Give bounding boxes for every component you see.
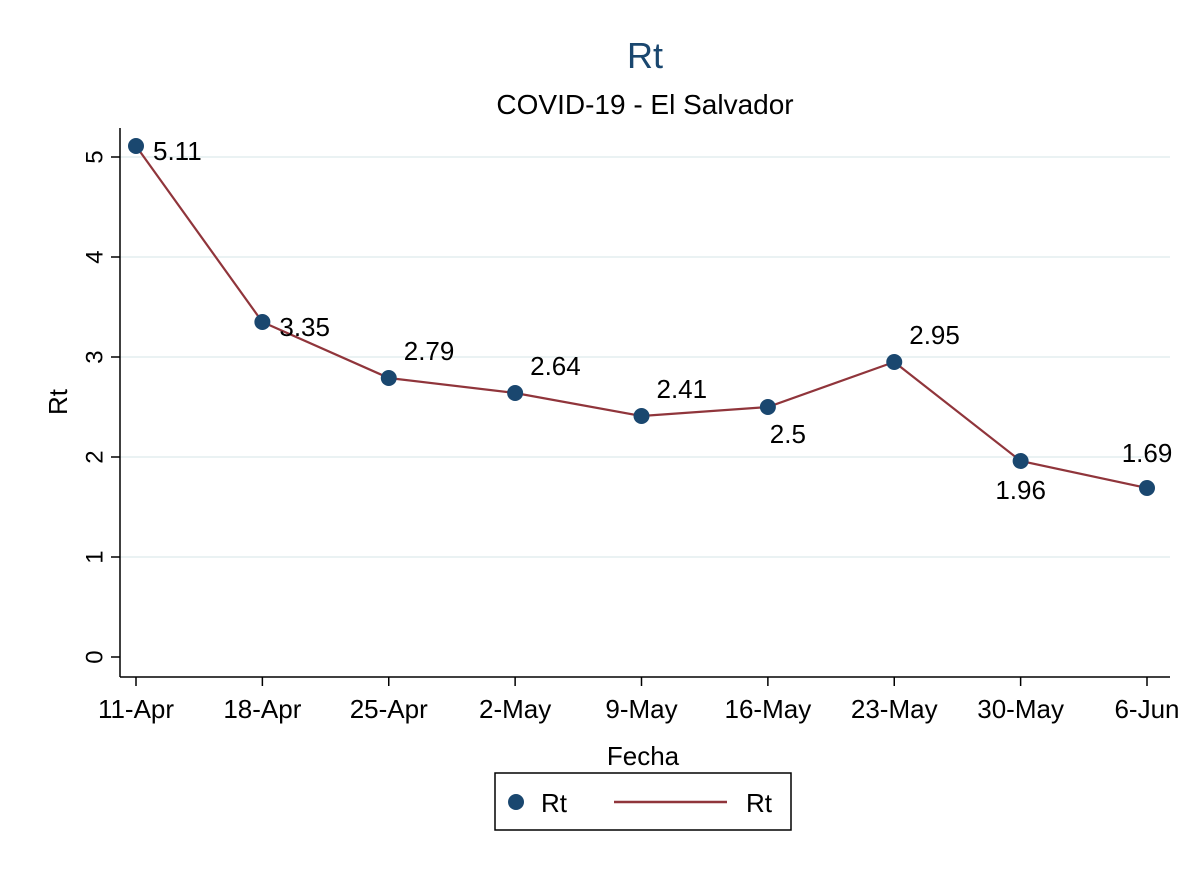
data-label: 1.96	[995, 475, 1046, 505]
legend-entry-markers: Rt	[541, 788, 568, 818]
data-label: 2.41	[657, 374, 708, 404]
x-axis-ticks: 11-Apr 18-Apr 25-Apr 2-May 9-May 16-May 23-May…	[98, 677, 1180, 724]
x-tick-label: 2-May	[479, 694, 551, 724]
data-point	[1012, 453, 1029, 469]
data-label: 2.64	[530, 351, 581, 381]
x-tick-label: 11-Apr	[98, 694, 174, 724]
y-axis-ticks: 0 1 2 3 4 5	[81, 150, 120, 664]
x-tick-label: 25-Apr	[350, 694, 428, 724]
y-tick-label: 3	[81, 350, 108, 363]
data-point	[1139, 480, 1155, 496]
data-label: 1.69	[1122, 438, 1173, 468]
data-label: 2.95	[909, 320, 960, 350]
x-tick-label: 23-May	[851, 694, 938, 724]
x-tick-label: 30-May	[977, 694, 1064, 724]
y-tick-label: 2	[81, 450, 108, 463]
data-label: 2.5	[770, 419, 806, 449]
x-tick-label: 6-Jun	[1114, 694, 1179, 724]
data-label: 5.11	[153, 136, 202, 166]
y-tick-label: 1	[81, 550, 108, 563]
chart-title: Rt	[627, 35, 663, 76]
data-point	[633, 408, 650, 424]
data-label: 2.79	[404, 336, 455, 366]
data-point	[254, 314, 271, 330]
x-tick-label: 9-May	[605, 694, 677, 724]
data-point	[128, 138, 144, 154]
data-point	[380, 370, 397, 386]
x-tick-label: 18-Apr	[223, 694, 301, 724]
y-axis-label: Rt	[43, 388, 73, 415]
data-label: 3.35	[279, 312, 330, 342]
data-labels: 5.11 3.35 2.79 2.64 2.41 2.5 2.95 1.96 1.69	[153, 136, 1172, 505]
y-tick-label: 5	[81, 150, 108, 163]
y-tick-label: 4	[81, 250, 108, 263]
data-point	[507, 385, 524, 401]
series-rt	[128, 138, 1155, 496]
x-tick-label: 16-May	[725, 694, 812, 724]
legend-entry-line: Rt	[746, 788, 773, 818]
legend-marker-icon	[508, 794, 524, 810]
data-point	[886, 354, 903, 370]
legend: Rt Rt	[494, 772, 792, 831]
data-point	[759, 399, 776, 415]
grid-lines	[120, 156, 1170, 558]
y-tick-label: 0	[81, 650, 108, 663]
chart-subtitle: COVID-19 - El Salvador	[496, 89, 793, 120]
x-axis-label: Fecha	[607, 741, 680, 771]
